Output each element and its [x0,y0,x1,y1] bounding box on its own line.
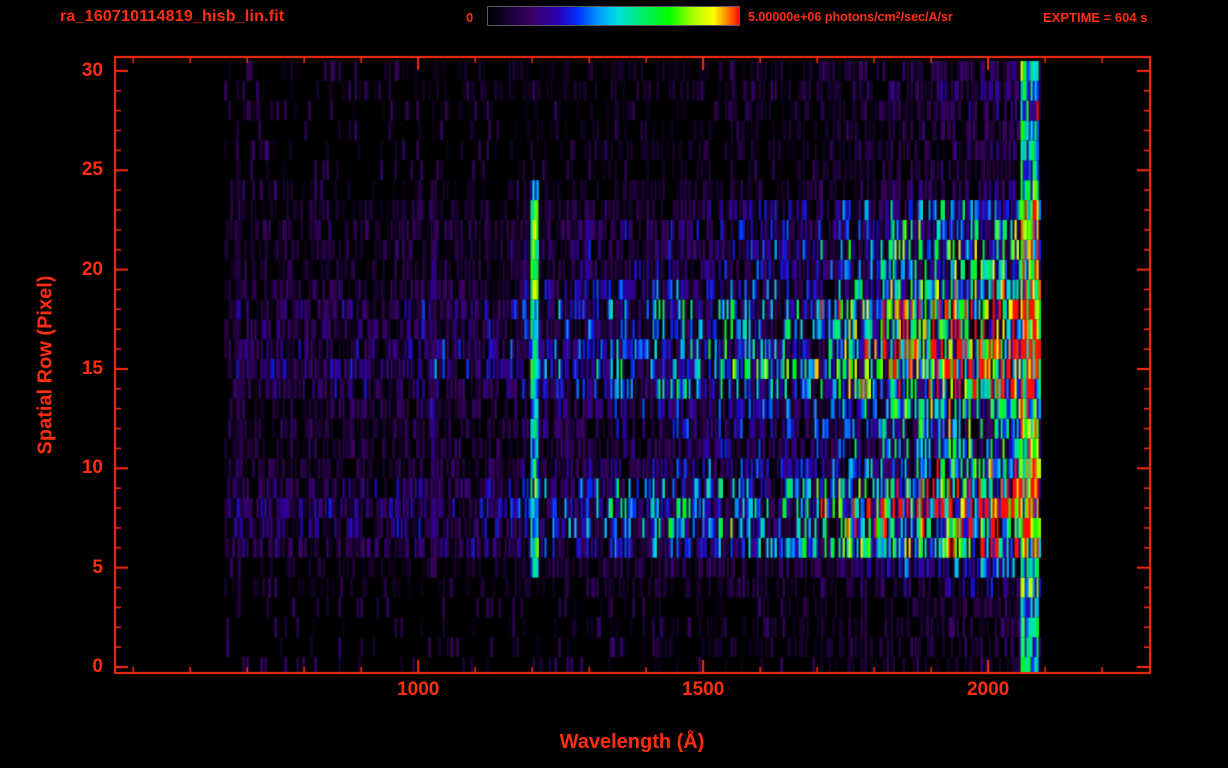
x-tick-label: 1500 [682,679,725,700]
y-tick-label: 20 [81,258,103,280]
y-tick-label: 5 [92,556,103,578]
colorbar-min-label: 0 [466,10,474,25]
x-axis-label: Wavelength (Å) [559,731,705,753]
filename-title: ra_160710114819_hisb_lin.fit [60,8,285,25]
colorbar-max-label-sup: 2 [895,10,901,20]
y-tick-label: 10 [81,457,103,479]
y-tick-label: 15 [81,357,103,379]
exptime-label: EXPTIME = 604 s [1043,10,1148,25]
x-tick-label: 2000 [966,679,1010,700]
x-tick-label: 1000 [397,679,440,700]
colorbar-max-label: 5.00000e+06 photons/cm2/sec/A/sr [748,10,953,24]
y-tick-label: 0 [92,656,103,678]
colorbar-max-label-prefix: 5.00000e+06 photons/cm [748,10,896,24]
colorbar-max-label-suffix: /sec/A/sr [900,10,953,24]
y-tick-label: 30 [81,59,103,81]
colorbar-gradient [487,6,740,26]
y-tick-label: 25 [81,159,103,181]
